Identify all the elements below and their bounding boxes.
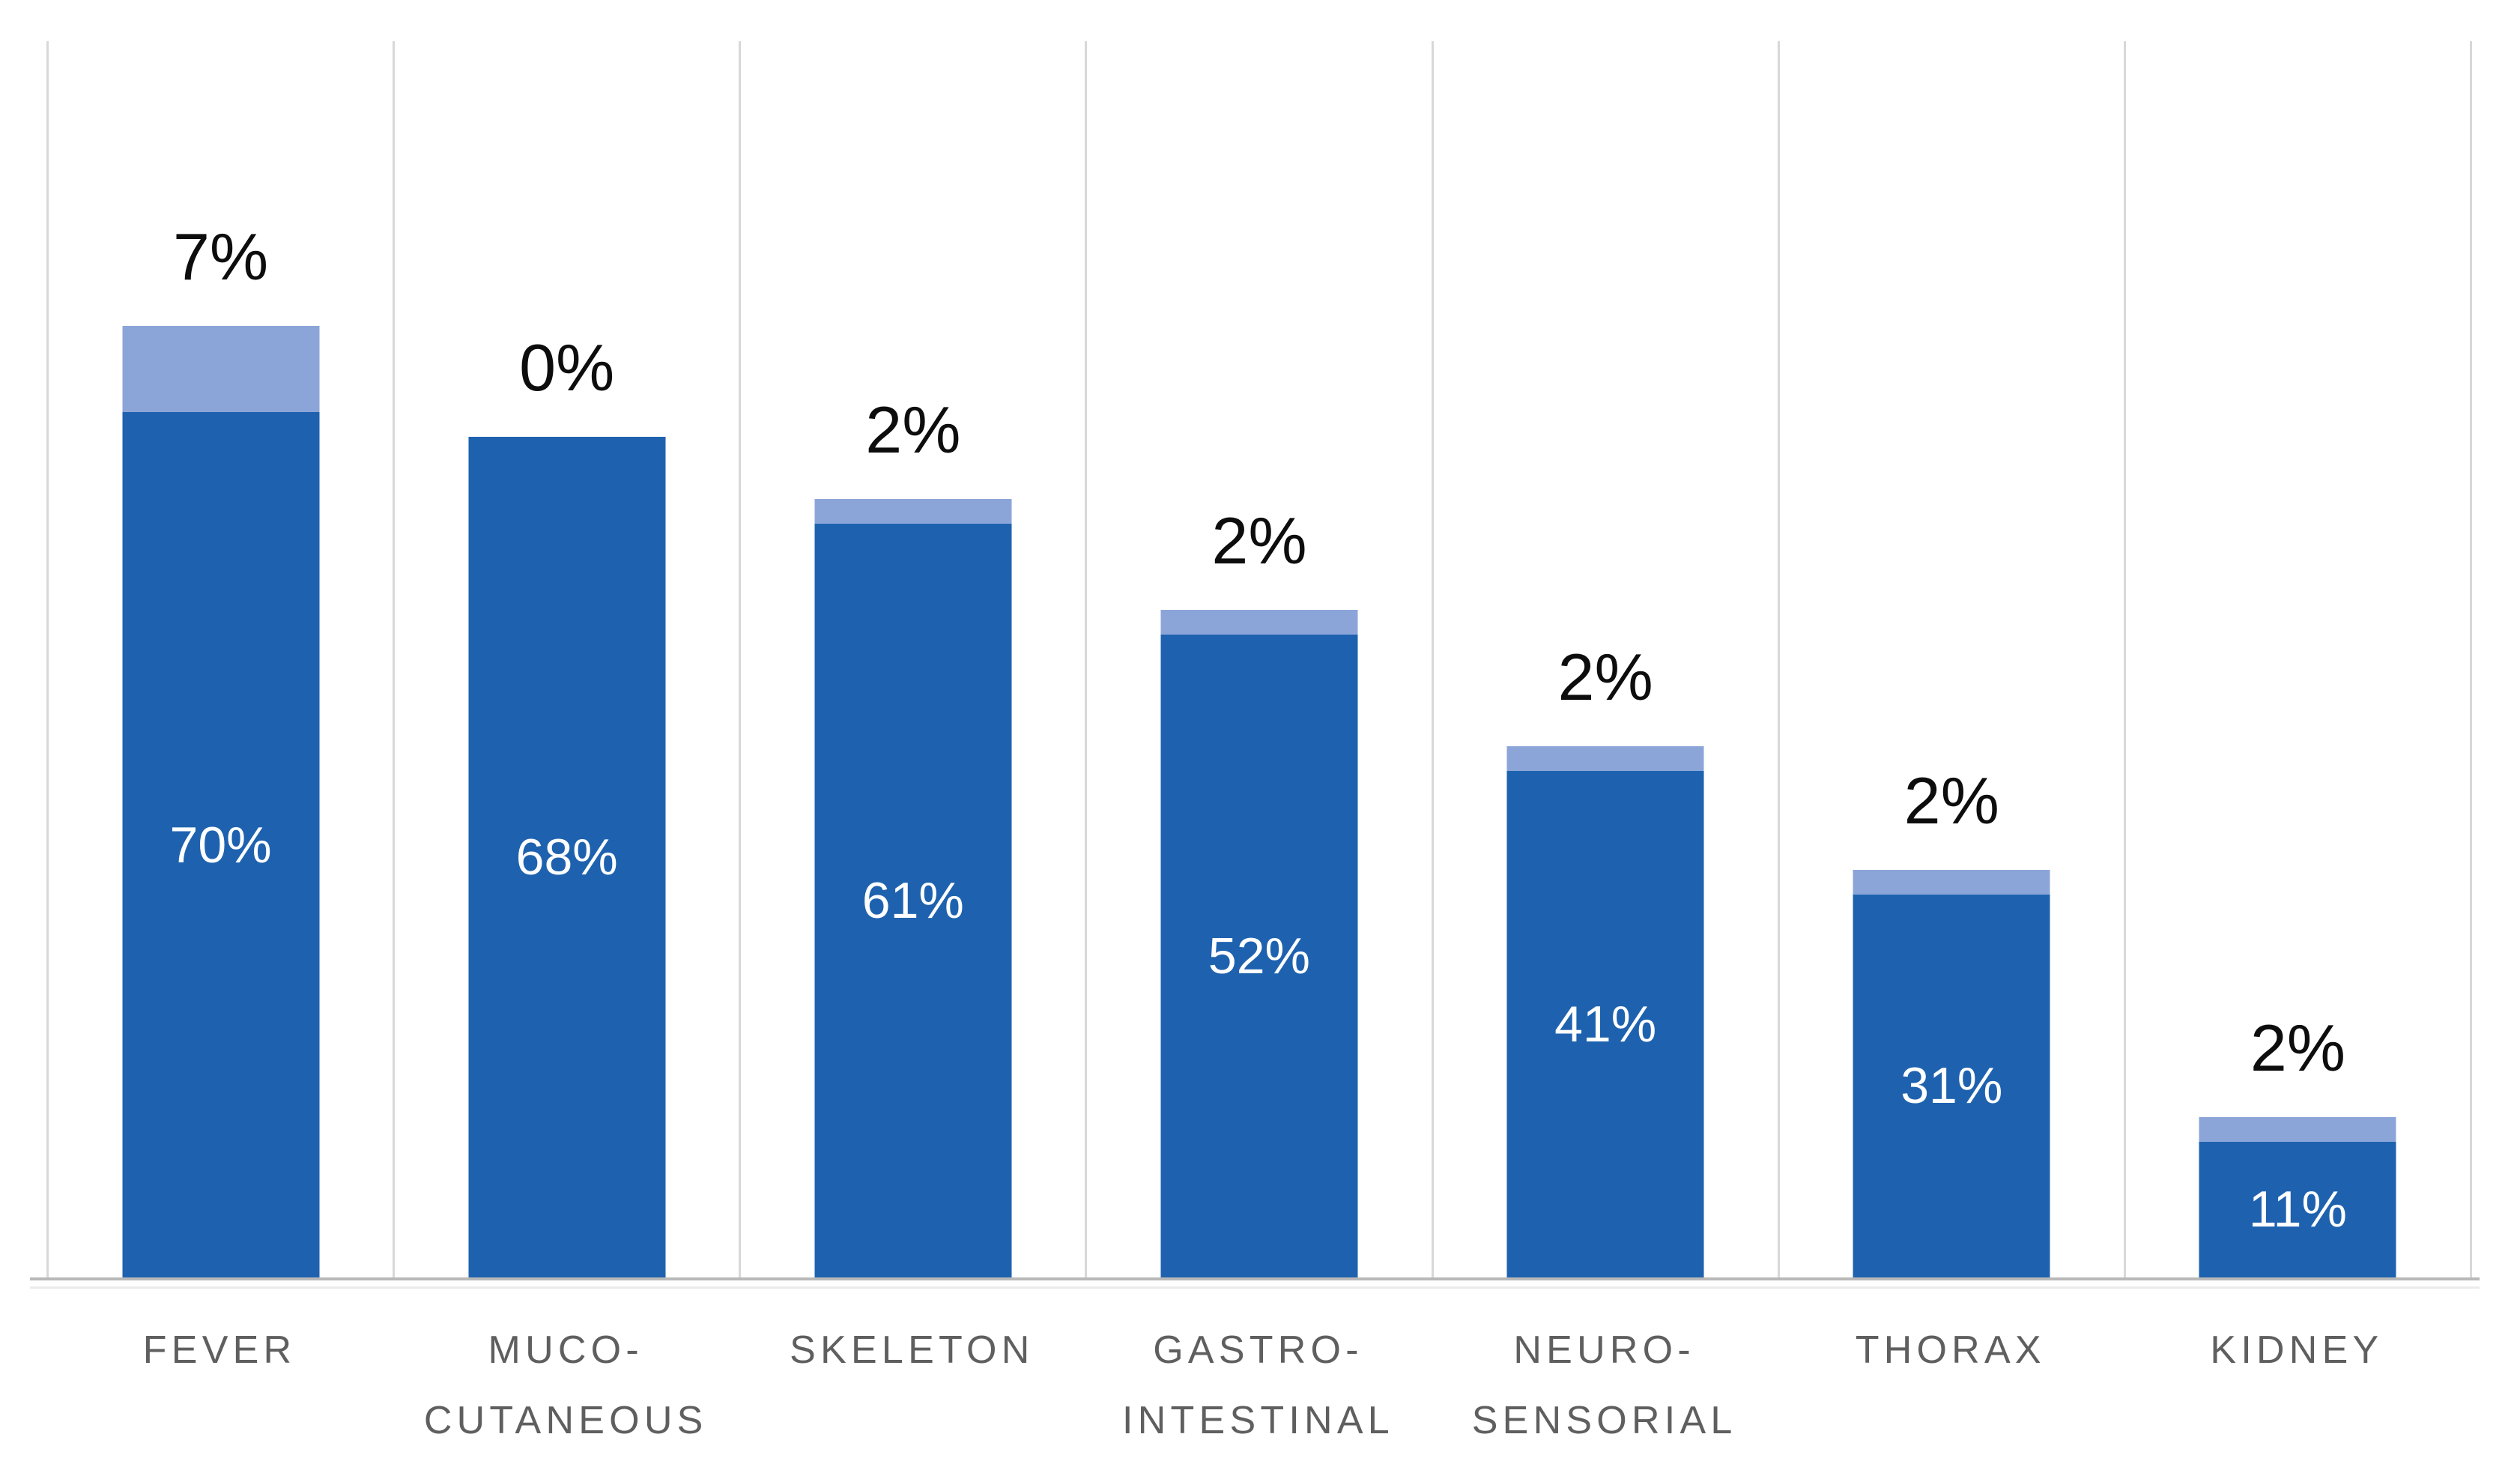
- category-label: MUCO- CUTANEOUS: [423, 1328, 708, 1442]
- bar-segment-dark: 41%: [1506, 770, 1704, 1277]
- bar-value-label: 61%: [861, 871, 964, 929]
- bar-segment-light: [1853, 869, 2050, 895]
- bar-top-label: 0%: [519, 330, 615, 405]
- category-label: SKELETON: [790, 1328, 1035, 1372]
- bar-segment-light: [814, 498, 1012, 524]
- bar: 31%: [1853, 869, 2050, 1277]
- bar-value-label: 11%: [2248, 1181, 2347, 1238]
- bar: 52%: [1160, 610, 1358, 1277]
- bar-value-label: 52%: [1208, 928, 1311, 984]
- category-column: 0% 68%: [395, 41, 742, 1277]
- bar-segment-dark: 31%: [1853, 894, 2050, 1277]
- x-axis-labels: FEVER MUCO- CUTANEOUS SKELETON GASTRO- INT…: [46, 1315, 2470, 1456]
- plot-area: 7% 70% 0% 68% 2% 61% 2%: [46, 41, 2472, 1277]
- bar: 68%: [468, 437, 666, 1277]
- bar-value-label: 68%: [515, 829, 618, 886]
- bar-segment-dark: 52%: [1160, 635, 1358, 1277]
- bar-segment-dark: 11%: [2199, 1141, 2396, 1277]
- bar: 70%: [122, 325, 320, 1277]
- bar-segment-dark: 61%: [814, 523, 1012, 1277]
- bar: 11%: [2199, 1116, 2396, 1277]
- bar-segment-light: [2199, 1116, 2396, 1142]
- bar-value-label: 31%: [1900, 1057, 2003, 1115]
- bar-top-label: 2%: [1903, 763, 1999, 838]
- bar-top-label: 2%: [865, 392, 961, 467]
- category-label: THORAX: [1855, 1328, 2046, 1372]
- bar-segment-light: [1160, 610, 1358, 635]
- bar-value-label: 41%: [1554, 995, 1657, 1053]
- category-label: KIDNEY: [2210, 1328, 2384, 1372]
- category-label: FEVER: [142, 1328, 297, 1372]
- bar-top-label: 2%: [2250, 1010, 2345, 1085]
- bar-top-label: 7%: [172, 219, 269, 294]
- category-column: 2% 52%: [1087, 41, 1434, 1277]
- category-column: 2% 41%: [1434, 41, 1780, 1277]
- bar-value-label: 70%: [169, 816, 272, 874]
- category-column: 2% 61%: [741, 41, 1088, 1277]
- bar-segment-light: [122, 325, 320, 412]
- category-column: 2% 11%: [2126, 41, 2472, 1277]
- category-column: 2% 31%: [1780, 41, 2126, 1277]
- x-axis-line: [30, 1277, 2480, 1280]
- bar-top-label: 2%: [1211, 503, 1307, 578]
- x-axis-shadow-line: [30, 1286, 2480, 1289]
- bar: 41%: [1506, 745, 1704, 1277]
- bar-segment-dark: 68%: [468, 437, 666, 1277]
- bar: 61%: [814, 498, 1012, 1277]
- category-label: NEURO- SENSORIAL: [1471, 1328, 1737, 1442]
- bar-segment-light: [1506, 745, 1704, 771]
- bar-top-label: 2%: [1557, 639, 1653, 714]
- bar-segment-dark: 70%: [122, 412, 320, 1277]
- category-column: 7% 70%: [49, 41, 396, 1277]
- category-label: GASTRO- INTESTINAL: [1122, 1328, 1394, 1442]
